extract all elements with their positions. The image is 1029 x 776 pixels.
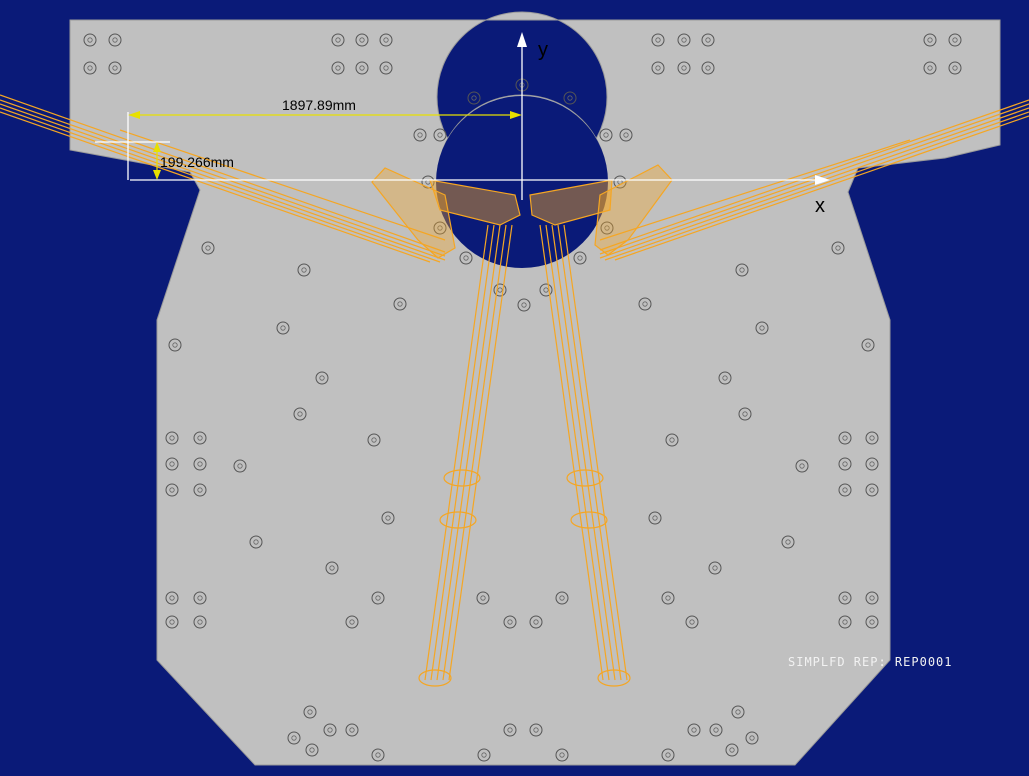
pipe-right-elbow	[529, 179, 613, 226]
coordinate-axes	[95, 32, 830, 200]
pipe-left-elbow	[429, 179, 521, 226]
dimension-horizontal-label: 1897.89mm	[282, 97, 356, 113]
x-axis-arrow	[815, 175, 830, 185]
footer-label: SIMPLFD REP: REP0001	[788, 655, 953, 669]
pipe-left-upper	[0, 94, 446, 263]
x-axis-label: x	[815, 195, 825, 217]
pipe-right-down	[539, 224, 631, 687]
pipe-bundles	[0, 94, 1029, 687]
pipe-left-bracket	[371, 167, 456, 259]
pipe-right-upper	[599, 99, 1029, 261]
y-axis-label: y	[538, 39, 548, 61]
dimension-vertical	[153, 142, 161, 180]
y-axis-arrow	[517, 32, 527, 47]
pipe-left-down	[418, 224, 513, 687]
base-plate	[69, 11, 1001, 766]
dimension-horizontal	[128, 111, 522, 119]
dimension-vertical-label: 199.266mm	[160, 154, 234, 170]
